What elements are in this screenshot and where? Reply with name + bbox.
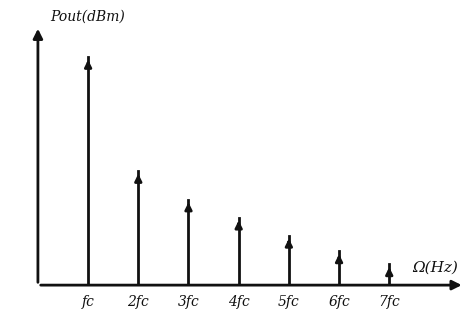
Text: Pout(dBm): Pout(dBm) [50,9,125,23]
Text: 6fc: 6fc [328,295,350,309]
Text: 4fc: 4fc [228,295,249,309]
Text: 5fc: 5fc [278,295,300,309]
Text: 2fc: 2fc [128,295,149,309]
Text: 3fc: 3fc [178,295,200,309]
Text: Ω(Hz): Ω(Hz) [412,261,458,275]
Text: fc: fc [82,295,94,309]
Text: 7fc: 7fc [378,295,400,309]
